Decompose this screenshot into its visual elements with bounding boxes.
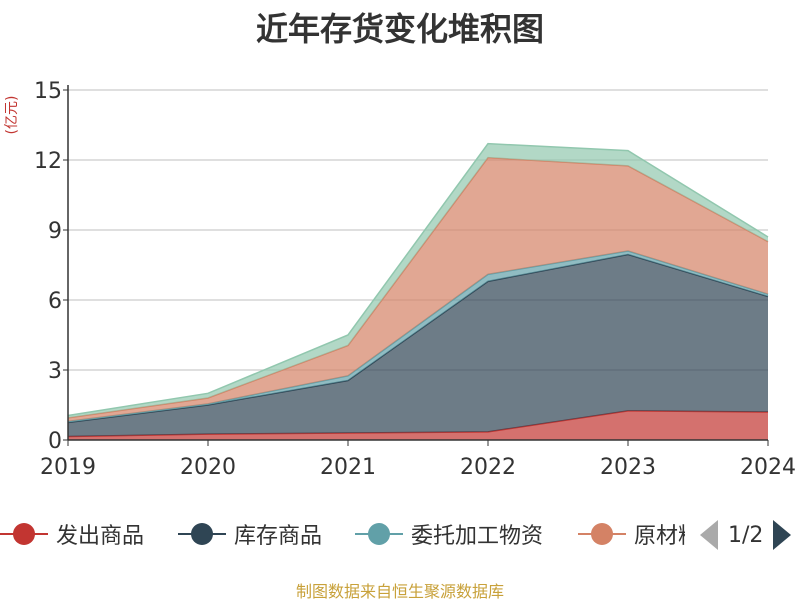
y-tick-label: 6 <box>48 289 62 314</box>
legend-pager: 1/2 <box>700 518 792 552</box>
y-tick-label: 15 <box>34 79 62 104</box>
legend-item-2[interactable]: 委托加工物资 <box>355 519 543 549</box>
legend-item-1[interactable]: 库存商品 <box>178 519 322 549</box>
legend-label: 原材料 <box>634 524 685 549</box>
x-tick-label: 2023 <box>600 455 656 480</box>
x-tick-label: 2021 <box>320 455 376 480</box>
legend: 发出商品 库存商品 委托加工物资 原材料 <box>0 515 685 555</box>
legend-label: 发出商品 <box>56 524 145 549</box>
legend-marker-icon <box>178 519 226 549</box>
x-tick-label: 2022 <box>460 455 516 480</box>
legend-marker-icon <box>355 519 403 549</box>
legend-page-indicator: 1/2 <box>728 522 764 548</box>
legend-marker-icon <box>0 519 48 549</box>
y-tick-label: 9 <box>48 219 62 244</box>
y-axis-label: (亿元) <box>4 96 20 135</box>
legend-label: 委托加工物资 <box>411 524 544 549</box>
x-tick-label: 2024 <box>740 455 796 480</box>
y-tick-label: 0 <box>48 429 62 454</box>
y-tick-label: 12 <box>34 149 62 174</box>
area-series-3 <box>68 157 768 422</box>
legend-next-page-icon[interactable] <box>773 520 792 550</box>
legend-item-0[interactable]: 发出商品 <box>0 519 144 549</box>
chart-title: 近年存货变化堆积图 <box>255 10 544 48</box>
series-areas <box>67 142 769 440</box>
area-series-1 <box>68 254 768 437</box>
source-note: 制图数据来自恒生聚源数据库 <box>295 582 504 601</box>
axes: 0 3 6 9 12 15 2019 2020 2021 2022 2023 2024 <box>34 79 796 480</box>
x-tick-label: 2020 <box>180 455 236 480</box>
legend-prev-page-icon[interactable] <box>700 520 718 550</box>
legend-marker-icon <box>578 519 626 549</box>
line-series-4 <box>67 142 769 417</box>
legend-label: 库存商品 <box>234 524 323 549</box>
area-series-0 <box>68 410 768 440</box>
x-tick-label: 2019 <box>40 455 96 480</box>
y-tick-label: 3 <box>48 359 62 384</box>
legend-item-3[interactable]: 原材料 <box>578 519 685 549</box>
